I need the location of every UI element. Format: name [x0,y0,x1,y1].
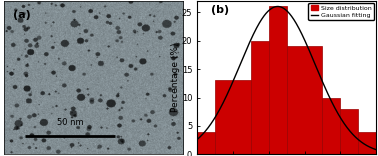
Text: 50 nm: 50 nm [57,118,83,127]
Legend: Size distribution, Gaussian fitting: Size distribution, Gaussian fitting [308,3,374,20]
Text: (b): (b) [211,5,229,15]
Bar [322,98,340,154]
Bar [358,132,376,154]
Bar [287,46,322,154]
Bar [269,6,287,154]
Bar [251,41,269,154]
Y-axis label: Percentage (%): Percentage (%) [171,43,180,112]
Bar [215,80,251,154]
Bar [340,109,358,154]
Bar [197,132,215,154]
Text: (a): (a) [13,10,31,20]
